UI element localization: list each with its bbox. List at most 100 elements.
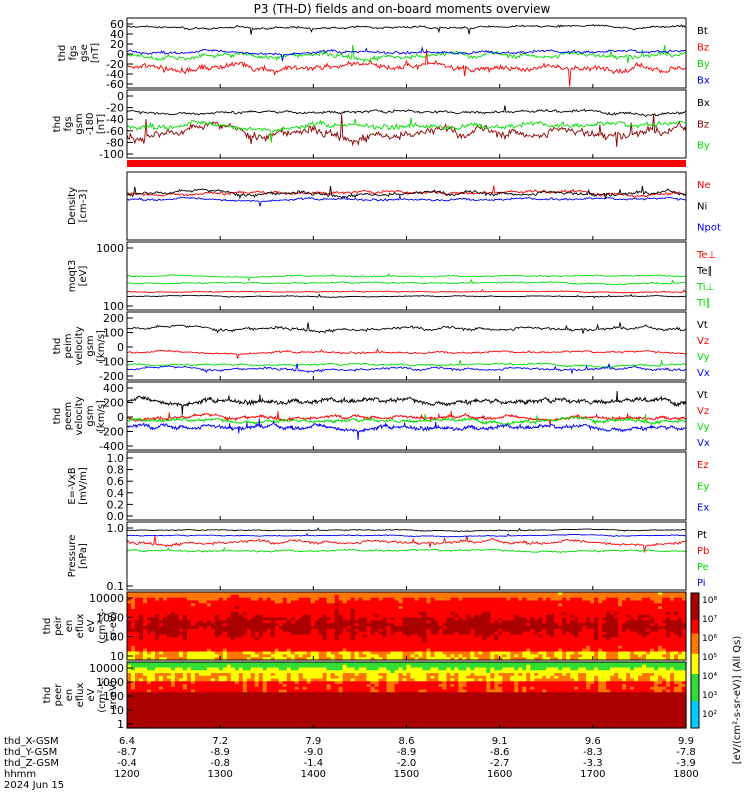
spectro-cell bbox=[358, 634, 364, 638]
spectro-cell bbox=[134, 692, 140, 696]
spectro-cell bbox=[222, 692, 228, 696]
spectro-cell bbox=[146, 623, 152, 627]
spectro-cell bbox=[234, 645, 240, 650]
spectro-cell bbox=[454, 645, 459, 650]
spectro-cell bbox=[226, 640, 232, 644]
spectro-cell bbox=[234, 673, 240, 677]
spectro-cell bbox=[206, 617, 212, 621]
spectro-cell bbox=[374, 662, 380, 666]
spectro-cell bbox=[238, 648, 244, 653]
spectro-cell bbox=[214, 614, 220, 619]
spectro-cell bbox=[142, 651, 148, 655]
spectro-cell bbox=[234, 695, 240, 699]
spectro-cell bbox=[258, 657, 264, 661]
spectro-cell bbox=[662, 651, 667, 655]
spectro-cell bbox=[442, 640, 448, 644]
spectro-cell bbox=[410, 603, 416, 607]
spectro-cell bbox=[270, 681, 276, 685]
spectro-cell bbox=[198, 675, 204, 680]
spectro-cell bbox=[214, 675, 220, 680]
spectro-cell bbox=[530, 609, 535, 613]
spectro-cell bbox=[346, 717, 352, 721]
spectro-cell bbox=[178, 706, 184, 710]
spectro-cell bbox=[338, 648, 344, 653]
spectro-cell bbox=[582, 592, 587, 596]
spectro-cell bbox=[510, 640, 515, 644]
spectro-cell bbox=[562, 594, 567, 599]
spectro-cell bbox=[378, 697, 384, 702]
spectro-cell bbox=[626, 603, 631, 607]
spectro-cell bbox=[550, 623, 555, 627]
spectro-cell bbox=[194, 664, 200, 669]
spectro-cell bbox=[570, 637, 575, 641]
spectro-cell bbox=[358, 631, 364, 636]
spectro-cell bbox=[258, 594, 264, 599]
spectro-cell bbox=[146, 675, 152, 680]
spectro-cell bbox=[570, 614, 575, 619]
spectro-cell bbox=[402, 597, 408, 602]
spectro-cell bbox=[510, 600, 515, 604]
spectro-cell bbox=[330, 725, 336, 729]
spectro-cell bbox=[310, 600, 316, 604]
spectro-cell bbox=[150, 678, 156, 682]
spectro-cell bbox=[226, 722, 232, 726]
spectro-cell bbox=[302, 722, 308, 726]
spectro-cell bbox=[498, 643, 503, 647]
spectro-cell bbox=[382, 725, 388, 729]
spectro-cell bbox=[534, 606, 539, 610]
spectro-cell bbox=[474, 609, 479, 613]
spectro-cell bbox=[474, 600, 479, 604]
spectro-cell bbox=[346, 628, 352, 633]
spectro-cell bbox=[182, 708, 188, 713]
spectro-cell bbox=[306, 717, 312, 721]
spectro-cell bbox=[190, 592, 196, 596]
spectro-cell bbox=[402, 594, 408, 599]
spectro-cell bbox=[518, 645, 523, 650]
spectro-cell bbox=[130, 657, 136, 661]
spectro-cell bbox=[618, 648, 623, 653]
spectro-cell bbox=[182, 640, 188, 644]
spectro-cell bbox=[542, 631, 547, 636]
spectro-cell bbox=[170, 597, 176, 602]
spectro-cell bbox=[190, 678, 196, 682]
spectro-cell bbox=[246, 692, 252, 696]
spectro-cell bbox=[302, 657, 308, 661]
spectro-cell bbox=[486, 651, 491, 655]
spectro-cell bbox=[374, 697, 380, 702]
spectro-cell bbox=[222, 654, 228, 658]
spectro-cell bbox=[386, 675, 392, 680]
spectro-cell bbox=[134, 670, 140, 674]
spectro-cell bbox=[474, 623, 479, 627]
spectro-cell bbox=[346, 673, 352, 677]
spectro-cell bbox=[266, 628, 272, 633]
spectro-cell bbox=[210, 719, 216, 724]
spectro-cell bbox=[358, 681, 364, 685]
spectro-cell bbox=[218, 643, 224, 647]
spectro-cell bbox=[282, 617, 288, 621]
spectro-cell bbox=[570, 600, 575, 604]
spectro-cell bbox=[390, 620, 396, 624]
spectro-cell bbox=[246, 634, 252, 638]
spectro-cell bbox=[538, 654, 543, 658]
spectro-cell bbox=[234, 614, 240, 619]
spectro-cell bbox=[282, 594, 288, 599]
spectro-cell bbox=[214, 708, 220, 713]
spectro-cell bbox=[658, 606, 663, 610]
spectro-cell bbox=[146, 606, 152, 610]
spectro-cell bbox=[586, 654, 591, 658]
spectro-cell bbox=[146, 614, 152, 619]
spectro-cell bbox=[478, 637, 483, 641]
spectro-cell bbox=[298, 603, 304, 607]
spectro-cell bbox=[558, 623, 563, 627]
spectro-cell bbox=[146, 711, 152, 715]
spectro-cell bbox=[226, 648, 232, 653]
spectro-cell bbox=[142, 700, 148, 704]
spectro-cell bbox=[350, 600, 356, 604]
spectro-cell bbox=[574, 657, 579, 661]
spectro-cell bbox=[570, 643, 575, 647]
spectro-cell bbox=[346, 684, 352, 688]
spectro-cell bbox=[270, 648, 276, 653]
spectro-cell bbox=[298, 594, 304, 599]
spectro-cell bbox=[650, 609, 655, 613]
spectro-cell bbox=[422, 611, 428, 616]
